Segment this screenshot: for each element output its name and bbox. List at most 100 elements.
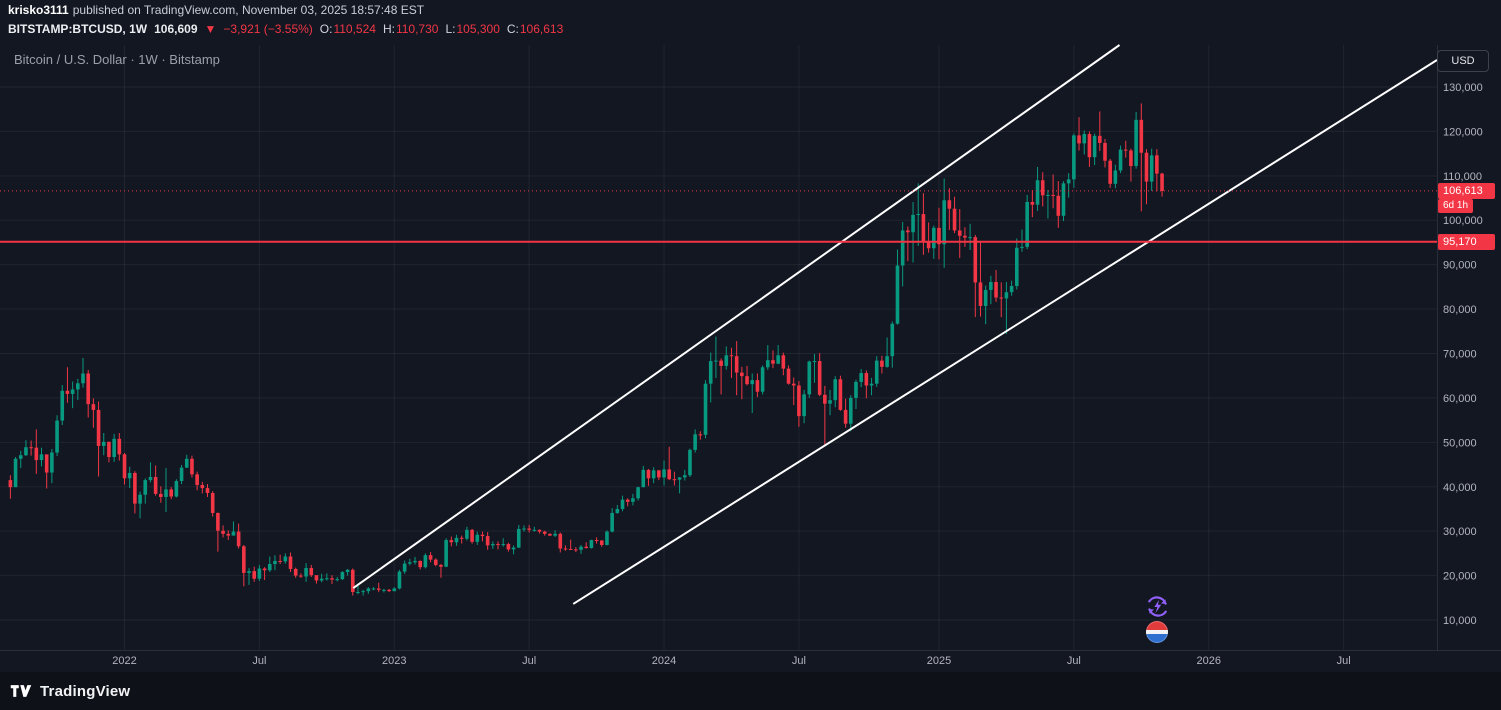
currency-button[interactable]: USD xyxy=(1437,50,1489,72)
candle-body xyxy=(195,474,199,485)
energy-swap-icon[interactable] xyxy=(1144,593,1171,625)
candle-body xyxy=(480,534,485,537)
time-axis[interactable]: 2022 Jul 2023 Jul 2024 Jul 2025 Jul 2026 Jul xyxy=(112,655,1350,667)
trendline[interactable] xyxy=(572,59,1438,605)
candle-body xyxy=(1014,247,1019,286)
ohlc-high: H: 110,730 xyxy=(382,22,439,36)
candle-body xyxy=(34,447,39,461)
candle-body xyxy=(8,480,13,488)
price-tick-label: 60,000 xyxy=(1443,393,1477,405)
candle-body xyxy=(1025,202,1029,247)
candle-body xyxy=(563,548,568,550)
symbol-line: BITSTAMP:BTCUSD, 1W 106,609 ▼ −3,921 (−3… xyxy=(8,22,563,36)
candle-body xyxy=(81,373,85,384)
candle-body xyxy=(397,571,402,589)
candle-body xyxy=(558,533,563,549)
candle-body xyxy=(760,367,765,392)
candle-body xyxy=(247,571,251,573)
candle-body xyxy=(1004,292,1009,299)
candle-body xyxy=(657,470,661,478)
candle-body xyxy=(210,492,215,513)
candle-body xyxy=(138,494,142,504)
price-tick-label: 110,000 xyxy=(1443,171,1482,183)
price-tick-label: 70,000 xyxy=(1443,348,1477,360)
candle-body xyxy=(190,458,194,475)
tradingview-logo-icon[interactable] xyxy=(10,681,32,701)
brand-wordmark[interactable]: TradingView xyxy=(40,682,131,700)
gridlines xyxy=(0,45,1437,650)
candle-body xyxy=(802,394,806,417)
candle-body xyxy=(631,498,635,502)
candle-body xyxy=(283,556,288,562)
candle-body xyxy=(444,540,448,567)
candle-body xyxy=(496,544,500,546)
candle-body xyxy=(522,528,526,530)
candle-body xyxy=(428,555,433,560)
price-axis[interactable]: 130,000 120,000 110,000 100,000 90,000 80,000… xyxy=(1443,82,1483,627)
candle-body xyxy=(112,438,116,457)
candle-body xyxy=(1035,180,1040,205)
candle-body xyxy=(231,531,236,536)
beach-ball-icon[interactable] xyxy=(1146,621,1168,643)
candle-body xyxy=(1061,183,1066,216)
candle-body xyxy=(677,477,682,480)
candle-body xyxy=(511,547,516,550)
candle-body xyxy=(542,531,547,534)
candle-body xyxy=(968,237,972,239)
candle-body xyxy=(371,588,376,590)
ohlc-close: C: 106,613 xyxy=(506,22,564,36)
candle-body xyxy=(330,578,334,580)
candle-body xyxy=(667,469,672,480)
candle-body xyxy=(60,390,65,421)
candle-body xyxy=(957,230,962,236)
candle-body xyxy=(553,533,557,536)
candlestick-chart[interactable]: 130,000 120,000 110,000 100,000 90,000 80,000… xyxy=(0,0,1501,672)
time-tick-label: 2026 xyxy=(1196,655,1220,667)
candle-body xyxy=(574,549,578,551)
candle-body xyxy=(1118,149,1123,171)
candle-body xyxy=(1092,135,1097,158)
candle-body xyxy=(13,458,18,488)
candle-body xyxy=(651,470,656,479)
candle-body xyxy=(983,289,988,306)
candle-body xyxy=(895,265,900,324)
candle-body xyxy=(579,546,583,550)
candle-body xyxy=(931,227,936,249)
candle-body xyxy=(361,591,365,593)
candle-body xyxy=(869,383,874,386)
candle-body xyxy=(740,372,744,377)
candle-body xyxy=(242,546,246,573)
time-tick-label: 2025 xyxy=(927,655,951,667)
candle-body xyxy=(973,237,978,283)
candle-body xyxy=(1160,173,1164,191)
price-tick-label: 20,000 xyxy=(1443,571,1477,583)
candle-body xyxy=(164,489,168,497)
candle-body xyxy=(838,379,843,410)
candle-body xyxy=(335,579,340,581)
candle-body xyxy=(319,578,324,581)
candle-body xyxy=(1009,285,1014,293)
candle-body xyxy=(96,409,101,446)
candle-body xyxy=(605,531,609,545)
candle-body xyxy=(1040,180,1045,196)
time-tick-label: 2024 xyxy=(652,655,676,667)
candle-body xyxy=(625,499,630,502)
candle-body xyxy=(978,282,983,306)
candle-body xyxy=(1051,194,1055,196)
candle-body xyxy=(133,472,137,504)
candle-body xyxy=(1097,135,1102,143)
candle-body xyxy=(688,449,692,476)
candle-body xyxy=(703,383,708,435)
candle-body xyxy=(807,361,812,395)
trendline[interactable] xyxy=(352,44,1121,589)
price-tick-label: 90,000 xyxy=(1443,260,1477,272)
candle-body xyxy=(610,512,614,532)
candle-body xyxy=(293,568,298,576)
candle-body xyxy=(843,409,848,424)
time-tick-label: 2023 xyxy=(382,655,406,667)
candle-body xyxy=(1129,150,1133,167)
candle-body xyxy=(729,355,734,357)
candle-body xyxy=(911,214,915,233)
candle-body xyxy=(76,383,80,390)
